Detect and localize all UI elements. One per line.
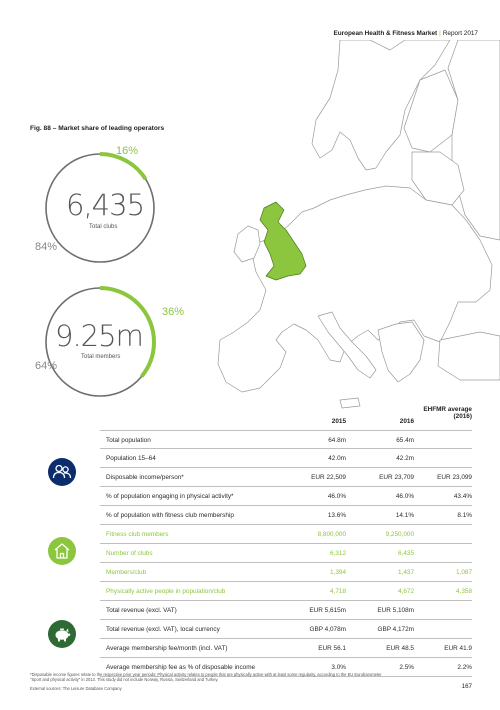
clubs-other-percent: 84% [35,241,58,253]
total-clubs-value: 6,435 [66,188,145,222]
members-other-percent: 64% [35,360,58,372]
table-row: % of population with fitness club member… [100,506,472,525]
header-separator: | [439,30,441,37]
balkans-shape [377,321,425,383]
table-row: Average membership fee as % of disposabl… [100,658,472,677]
table-row: Total revenue (excl. VAT) EUR 5,615m EUR 5… [100,601,472,620]
scandinavia-shape [311,40,451,171]
header-ehfmr-average: EHFMR average (2016) [396,406,472,420]
header-2015: 2015 [331,418,346,425]
header-ehfmr-line1: EHFMR average [423,406,472,413]
header-ehfmr-line2: (2016) [453,413,472,420]
table-row: Total population 64.8m 65.4m [100,430,472,449]
members-donut-chart [44,286,156,398]
table-row: % of population engaging in physical act… [100,487,472,506]
total-members-value: 9.25m [55,319,144,353]
header-2016: 2016 [399,418,414,425]
report-year: Report 2017 [442,30,478,37]
total-members-label: Total members [81,354,121,360]
people-icon [48,458,76,486]
baltics-shape [411,151,465,206]
uk-highlight [259,201,307,281]
total-clubs-label: Total clubs [89,224,118,230]
footnote-line2: "Sport and physical activity" in 2013. T… [30,677,219,683]
clubs-leading-arc [44,152,156,264]
table-row: Total revenue (excl. VAT), local currenc… [100,620,472,639]
table-row: Fitness club members 8,800,000 9,250,000 [100,525,472,544]
report-header: European Health & Fitness Market | Report … [333,30,478,37]
table-row: Population 15–64 42.0m 42.2m [100,449,472,468]
turkey-shape [437,331,500,381]
members-share-percent: 36% [162,306,185,318]
report-title: European Health & Fitness Market [333,30,438,37]
table-row: Disposable income/person* EUR 22,509 EUR 2… [100,468,472,487]
table-row: Average membership fee/month (incl. VAT)… [100,639,472,658]
figure-title: Fig. 88 – Market share of leading operat… [30,125,165,132]
members-leading-arc [44,286,156,398]
footnote-line1: *Disposable income figures relate to the… [30,672,382,677]
external-sources: External sources: The Leisure Database C… [30,686,122,691]
piggy-bank-icon [48,620,76,648]
footnote: *Disposable income figures relate to the… [30,672,470,682]
islands-shape [339,397,361,409]
table-row: Number of clubs 6,312 6,435 [100,544,472,563]
house-icon [48,537,76,565]
page-number: 167 [461,683,472,690]
europe-map [217,40,500,409]
clubs-donut-chart [44,152,156,264]
clubs-share-percent: 16% [116,145,139,157]
table-row: Members/club 1,394 1,437 1,087 [100,563,472,582]
ireland-shape [233,225,261,263]
italy-shape [317,311,377,379]
table-row: Physically active people in population/c… [100,582,472,601]
